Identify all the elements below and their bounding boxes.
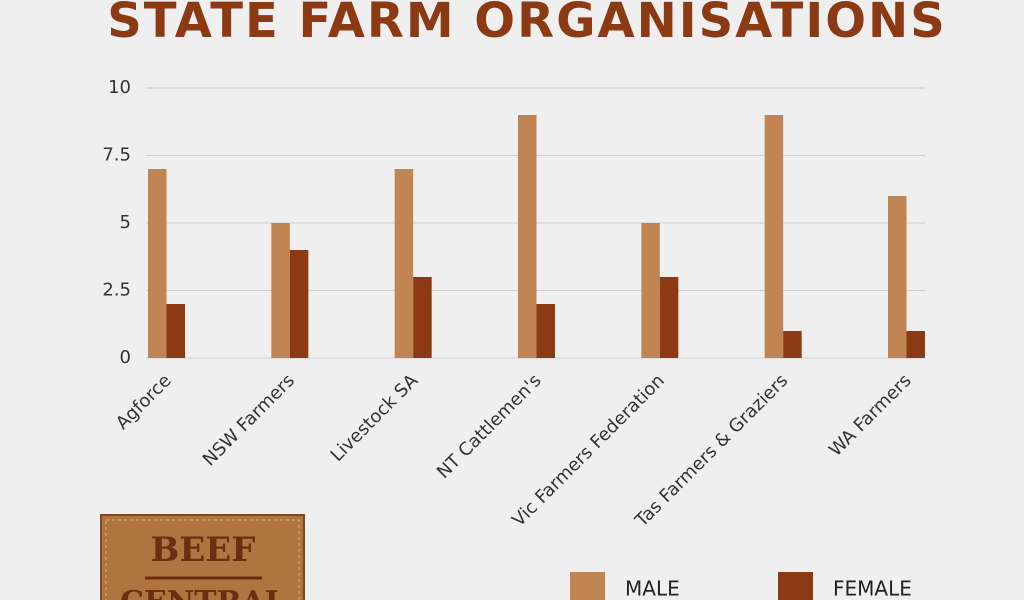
logo: BEEF CENTRAL	[100, 514, 305, 600]
logo-text: BEEF	[151, 530, 256, 570]
logo-stitch	[105, 519, 300, 600]
bar	[413, 277, 432, 358]
bar	[166, 304, 185, 358]
y-tick-label: 0	[120, 347, 131, 368]
legend-swatch	[570, 572, 605, 600]
logo-patch	[100, 514, 305, 600]
bar	[783, 331, 802, 358]
bar	[888, 196, 907, 358]
chart-title: STATE FARM ORGANISATIONS	[107, 0, 947, 49]
y-tick-label: 5	[120, 212, 131, 233]
bar	[764, 115, 784, 358]
bar	[518, 115, 537, 358]
y-tick-label: 7.5	[102, 145, 131, 166]
y-tick-label: 10	[108, 77, 131, 98]
legend-label: MALE	[625, 577, 680, 600]
legend-label: FEMALE	[833, 577, 912, 600]
bar	[394, 169, 414, 358]
y-tick-label: 2.5	[102, 280, 131, 301]
bar	[536, 304, 555, 358]
bar	[641, 223, 660, 358]
legend-swatch	[778, 572, 813, 600]
bar	[148, 169, 167, 358]
bar	[659, 277, 679, 358]
logo-text: CENTRAL	[120, 585, 286, 600]
bar	[906, 331, 925, 358]
bar	[271, 223, 290, 358]
bar	[289, 250, 309, 358]
